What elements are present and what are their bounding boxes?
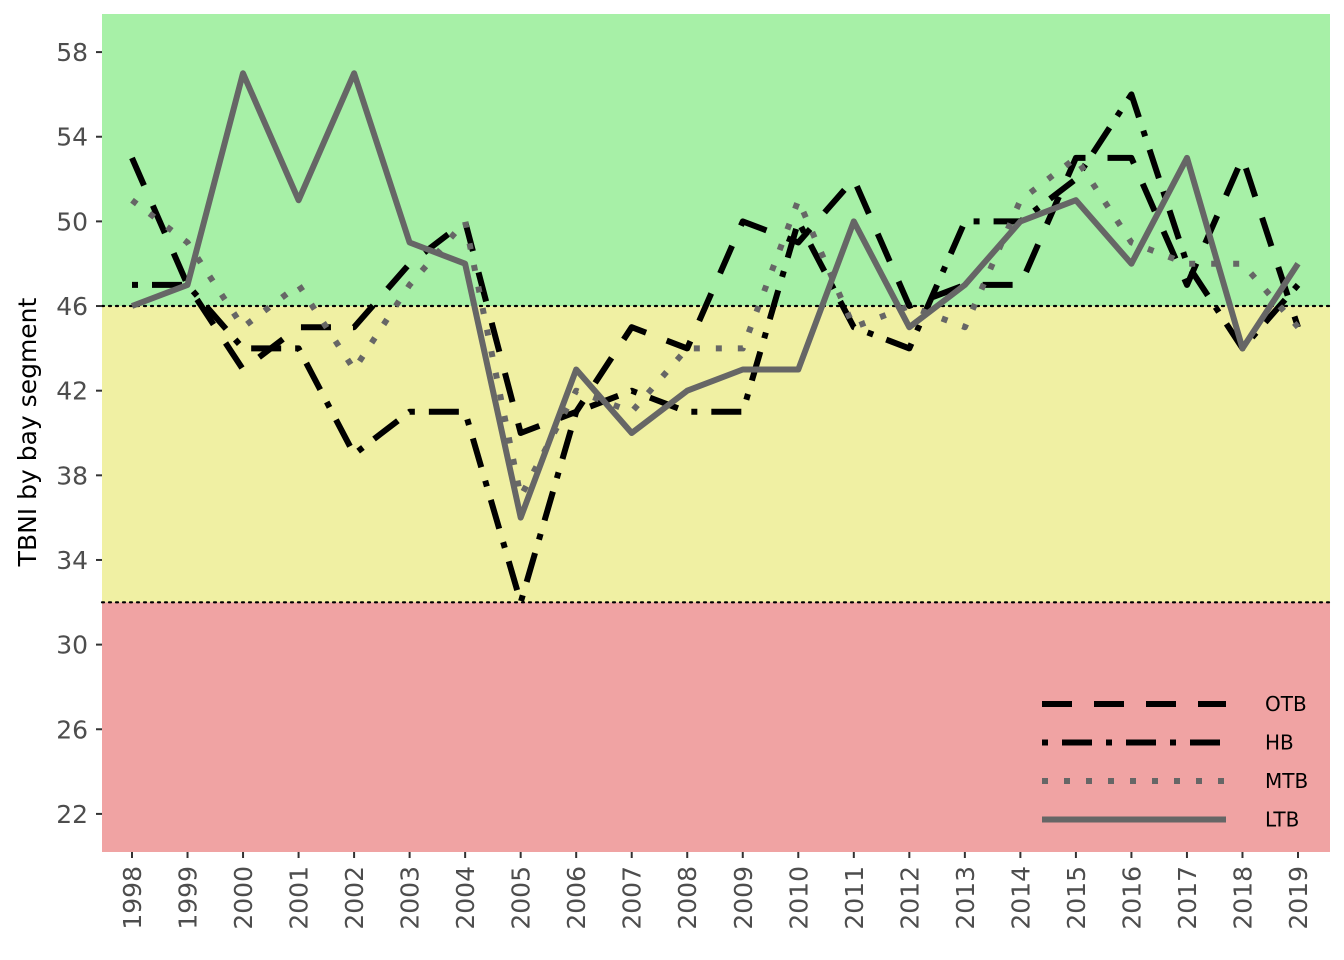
x-tick-label-2018: 2018 [1228,866,1257,930]
series-lines [129,70,1301,606]
x-tick-label-2005: 2005 [507,866,536,930]
legend-label-otb: OTB [1265,692,1307,716]
y-tick-label-34: 34 [56,546,88,575]
y-tick-label-42: 42 [56,377,88,406]
y-tick-label-46: 46 [56,292,88,321]
x-tick-label-2014: 2014 [1006,866,1035,930]
x-tick-label-1999: 1999 [174,866,203,930]
y-tick-label-30: 30 [56,631,88,660]
x-tick-label-2019: 2019 [1284,866,1313,930]
band-1 [102,306,1330,603]
x-tick-label-2015: 2015 [1062,866,1091,930]
series-line-mtb [130,154,1301,500]
legend-label-mtb: MTB [1265,769,1308,793]
x-tick-label-2006: 2006 [562,866,591,930]
x-tick-label-2008: 2008 [673,866,702,930]
y-tick-label-54: 54 [56,123,88,152]
y-axis-title: TBNI by bay segment [13,297,42,567]
series-line-hb [132,91,1301,606]
series-line-ltb [130,70,1301,521]
x-tick-label-2010: 2010 [784,866,813,930]
x-tick-label-2007: 2007 [618,866,647,930]
x-tick-label-2017: 2017 [1173,866,1202,930]
category-bands [102,14,1330,852]
band-2 [102,14,1330,307]
y-tick-label-26: 26 [56,715,88,744]
x-tick-label-2009: 2009 [729,866,758,930]
x-tick-label-2012: 2012 [895,866,924,930]
y-tick-label-50: 50 [56,207,88,236]
y-tick-label-58: 58 [56,38,88,67]
x-tick-label-2000: 2000 [229,866,258,930]
x-tick-label-2003: 2003 [396,866,425,930]
legend-label-ltb: LTB [1265,808,1299,832]
legend-label-hb: HB [1265,731,1294,755]
x-tick-label-2002: 2002 [340,866,369,930]
x-tick-label-2001: 2001 [285,866,314,930]
y-tick-label-22: 22 [56,800,88,829]
x-tick-label-2016: 2016 [1117,866,1146,930]
x-axis: 1998 1999 2000 2001 2002 2003 2004 2005 2006 2007… [118,852,1313,930]
y-axis: 22 26 30 34 38 42 46 50 54 58 [56,38,102,829]
x-tick-label-2013: 2013 [951,866,980,930]
x-tick-label-2011: 2011 [840,866,869,930]
band-0 [102,602,1330,852]
x-tick-label-1998: 1998 [118,866,147,930]
threshold-lines [100,304,1332,604]
legend: OTB HB MTB LTB [1042,692,1308,832]
y-tick-label-38: 38 [56,461,88,490]
x-tick-label-2004: 2004 [451,866,480,930]
